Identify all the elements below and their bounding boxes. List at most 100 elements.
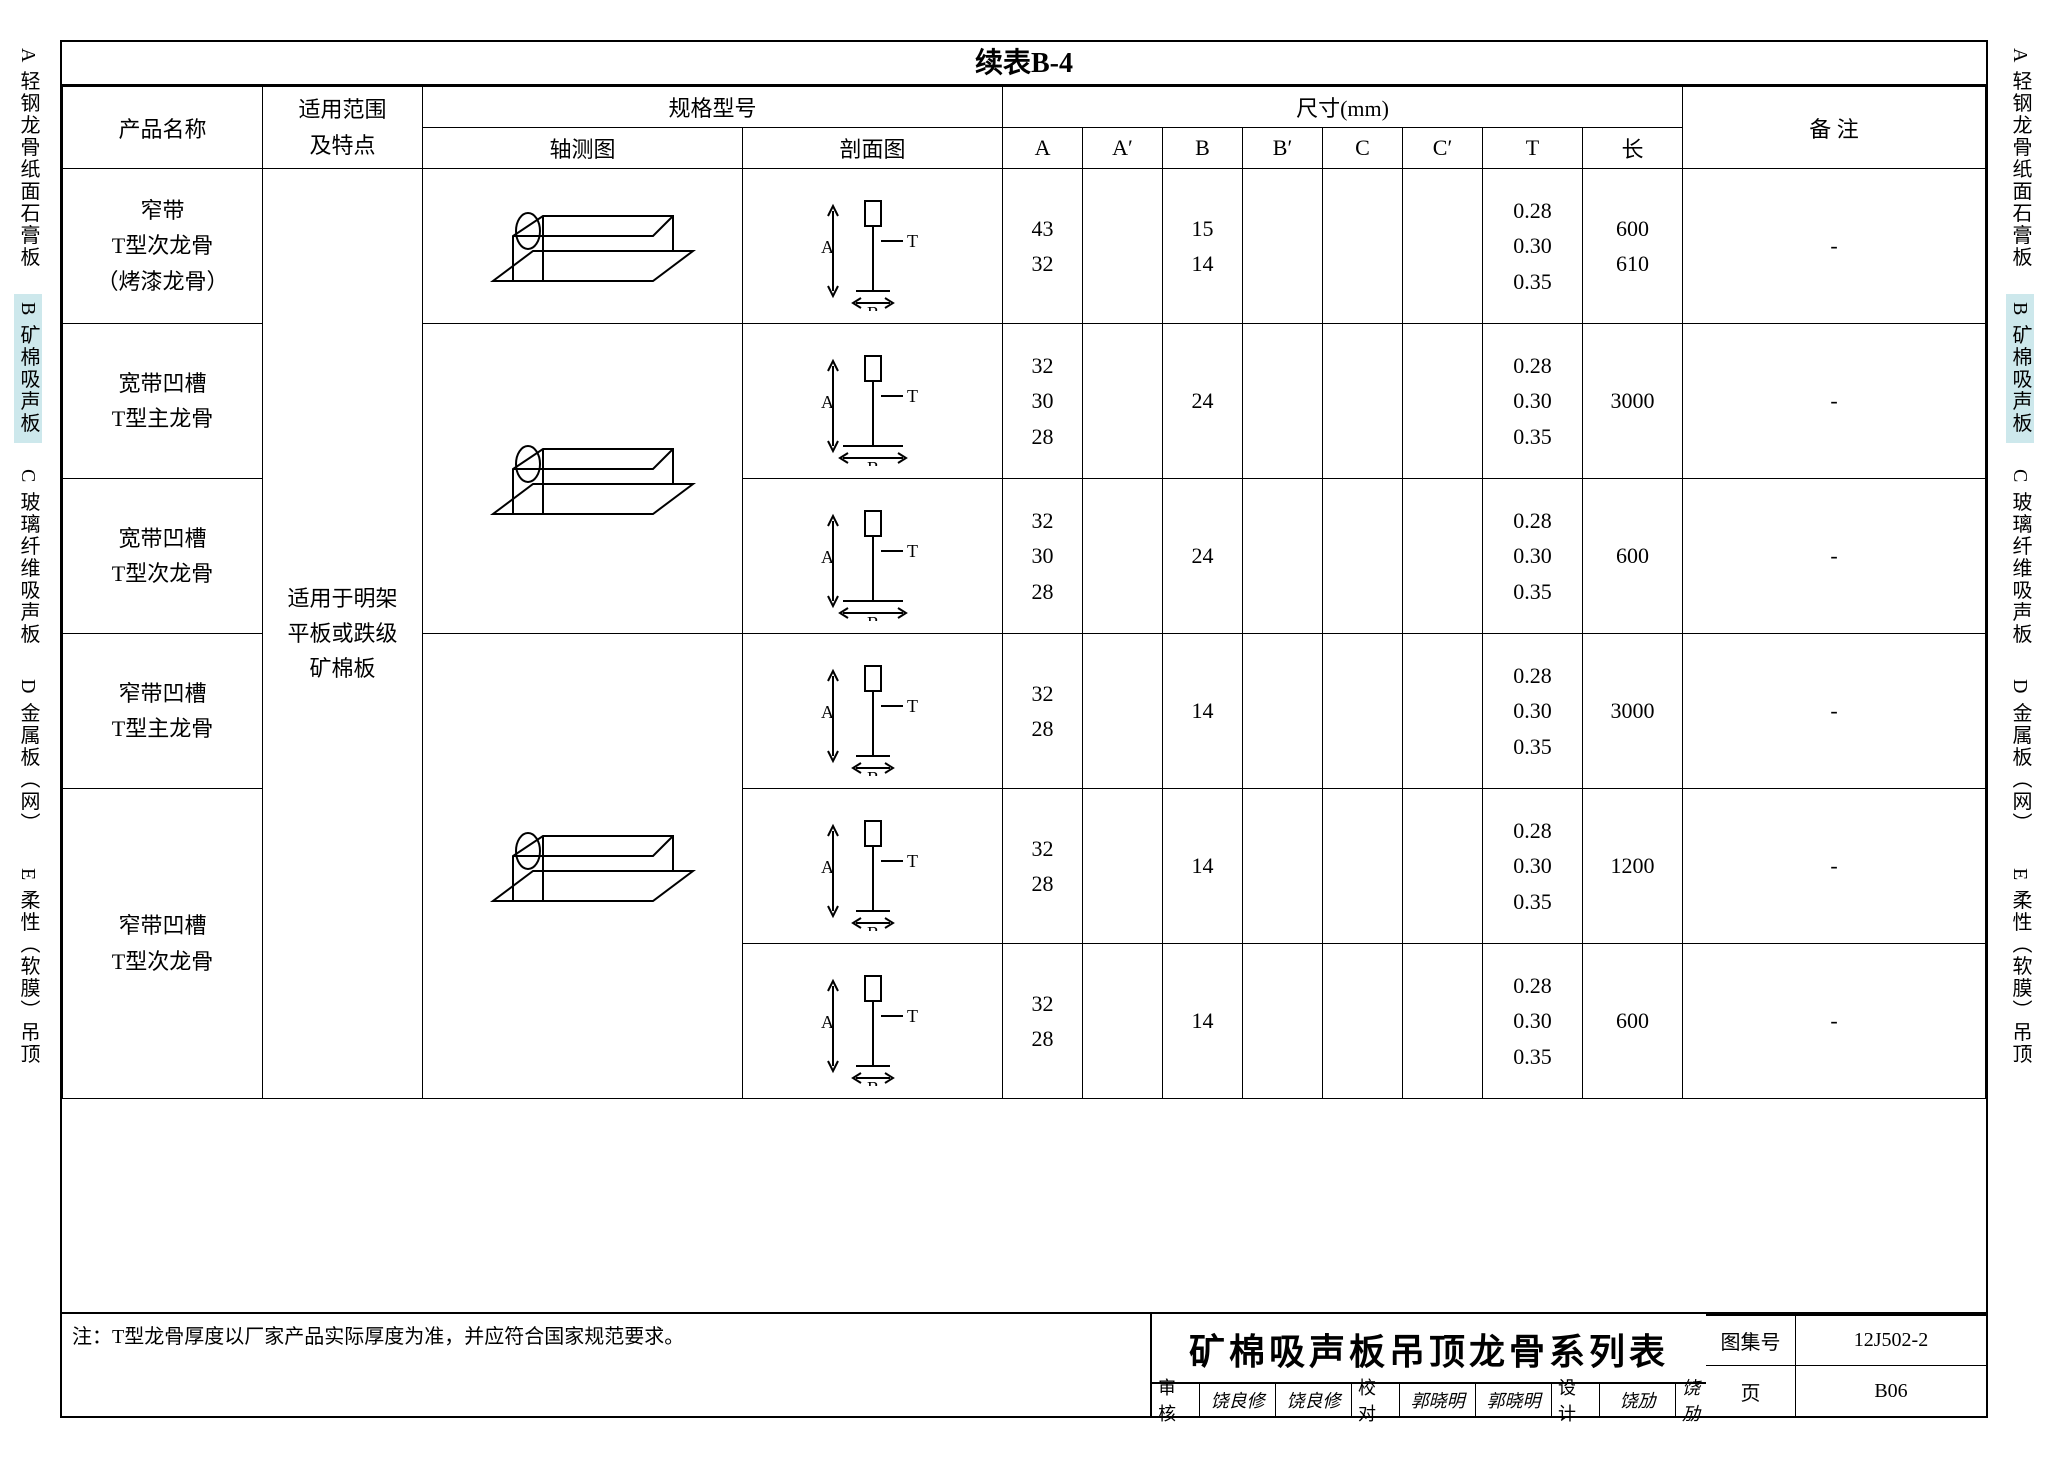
dim-A: 3228 (1003, 944, 1083, 1099)
svg-text:B: B (867, 303, 879, 311)
table-row: 窄带T型次龙骨（烤漆龙骨） 适用于明架平板或跌级矿棉板 A B T 433215… (63, 169, 1986, 324)
dim-C (1323, 944, 1403, 1099)
section-cell: A B T (743, 944, 1003, 1099)
dim-b: B (1163, 128, 1243, 169)
section-diagram-icon: A B T (773, 801, 973, 931)
dim-T: 0.280.300.35 (1483, 944, 1583, 1099)
product-name: 宽带凹槽T型主龙骨 (63, 324, 263, 479)
sig-設計-sign: 饶劢 (1676, 1383, 1706, 1416)
dim-Bp (1243, 324, 1323, 479)
tab-e-r[interactable]: E 柔性（软膜）吊顶 (2006, 860, 2034, 1073)
svg-text:B: B (867, 458, 879, 466)
sig-審核-label: 审核 (1152, 1383, 1200, 1416)
section-cell: A B T (743, 479, 1003, 634)
sig-校對-label: 校对 (1352, 1383, 1400, 1416)
dim-L: 3000 (1583, 634, 1683, 789)
tab-b[interactable]: B 矿棉吸声板 (14, 294, 42, 442)
tab-b-r[interactable]: B 矿棉吸声板 (2006, 294, 2034, 442)
dim-C (1323, 479, 1403, 634)
remark-cell: - (1683, 789, 1986, 944)
section-cell: A B T (743, 169, 1003, 324)
dim-Cp (1403, 789, 1483, 944)
remark-cell: - (1683, 479, 1986, 634)
tab-c[interactable]: C 玻璃纤维吸声板 (14, 461, 42, 653)
col-scope: 适用范围及特点 (263, 87, 423, 169)
sig-審核-name: 饶良修 (1200, 1383, 1276, 1416)
page-value: B06 (1796, 1366, 1986, 1416)
axon-cell (423, 634, 743, 1099)
dim-Bp (1243, 944, 1323, 1099)
remark-cell: - (1683, 324, 1986, 479)
axon-cell (423, 324, 743, 634)
dim-Cp (1403, 324, 1483, 479)
section-diagram-icon: A B T (773, 336, 973, 466)
dim-L: 600 (1583, 479, 1683, 634)
dim-Cp (1403, 944, 1483, 1099)
product-name: 窄带凹槽T型主龙骨 (63, 634, 263, 789)
svg-text:A: A (821, 1012, 834, 1032)
dim-A: 323028 (1003, 479, 1083, 634)
footer-title: 矿棉吸声板吊顶龙骨系列表 (1152, 1314, 1706, 1384)
product-name: 窄带T型次龙骨（烤漆龙骨） (63, 169, 263, 324)
svg-text:T: T (907, 541, 918, 561)
svg-text:A: A (821, 392, 834, 412)
dim-c: C (1323, 128, 1403, 169)
tab-d[interactable]: D 金属板（网） (14, 671, 42, 842)
dim-B: 24 (1163, 479, 1243, 634)
atlas-label: 图集号 (1706, 1316, 1796, 1365)
dim-Cp (1403, 169, 1483, 324)
svg-text:T: T (907, 1006, 918, 1026)
axon-diagram-icon (453, 801, 713, 931)
dim-l: 长 (1583, 128, 1683, 169)
dim-A: 3228 (1003, 634, 1083, 789)
dim-T: 0.280.300.35 (1483, 479, 1583, 634)
svg-text:B: B (867, 613, 879, 621)
sig-校對-sign: 郭晓明 (1476, 1383, 1552, 1416)
table-title: 续表B-4 (62, 42, 1986, 86)
dim-A: 4332 (1003, 169, 1083, 324)
dim-ap: A′ (1083, 128, 1163, 169)
section-diagram-icon: A B T (773, 646, 973, 776)
dim-B: 14 (1163, 634, 1243, 789)
col-section: 剖面图 (743, 128, 1003, 169)
tab-c-r[interactable]: C 玻璃纤维吸声板 (2006, 461, 2034, 653)
page-label: 页 (1706, 1366, 1796, 1416)
sig-審核-sign: 饶良修 (1276, 1383, 1352, 1416)
col-spec: 规格型号 (423, 87, 1003, 128)
sig-設計-label: 设计 (1552, 1383, 1600, 1416)
tab-a-r[interactable]: A 轻钢龙骨纸面石膏板 (2006, 40, 2034, 276)
dim-L: 1200 (1583, 789, 1683, 944)
svg-text:A: A (821, 547, 834, 567)
dim-L: 600 (1583, 944, 1683, 1099)
dim-Ap (1083, 634, 1163, 789)
svg-text:T: T (907, 851, 918, 871)
svg-text:B: B (867, 768, 879, 776)
tab-e[interactable]: E 柔性（软膜）吊顶 (14, 860, 42, 1073)
axon-diagram-icon (453, 181, 713, 311)
dim-B: 24 (1163, 324, 1243, 479)
dim-A: 323028 (1003, 324, 1083, 479)
col-dim: 尺寸(mm) (1003, 87, 1683, 128)
section-diagram-icon: A B T (773, 491, 973, 621)
sig-校對-name: 郭晓明 (1400, 1383, 1476, 1416)
dim-T: 0.280.300.35 (1483, 324, 1583, 479)
dim-Bp (1243, 479, 1323, 634)
product-name: 宽带凹槽T型次龙骨 (63, 479, 263, 634)
remark-cell: - (1683, 944, 1986, 1099)
svg-text:T: T (907, 386, 918, 406)
dim-C (1323, 789, 1403, 944)
dim-Ap (1083, 789, 1163, 944)
dim-T: 0.280.300.35 (1483, 634, 1583, 789)
tab-d-r[interactable]: D 金属板（网） (2006, 671, 2034, 842)
svg-text:T: T (907, 231, 918, 251)
dim-L: 600610 (1583, 169, 1683, 324)
col-axon: 轴测图 (423, 128, 743, 169)
tab-a[interactable]: A 轻钢龙骨纸面石膏板 (14, 40, 42, 276)
footer-meta: 图集号 12J502-2 页 B06 (1706, 1314, 1986, 1416)
section-cell: A B T (743, 324, 1003, 479)
dim-Bp (1243, 789, 1323, 944)
remark-cell: - (1683, 169, 1986, 324)
dim-Ap (1083, 944, 1163, 1099)
dim-C (1323, 634, 1403, 789)
dim-Cp (1403, 634, 1483, 789)
